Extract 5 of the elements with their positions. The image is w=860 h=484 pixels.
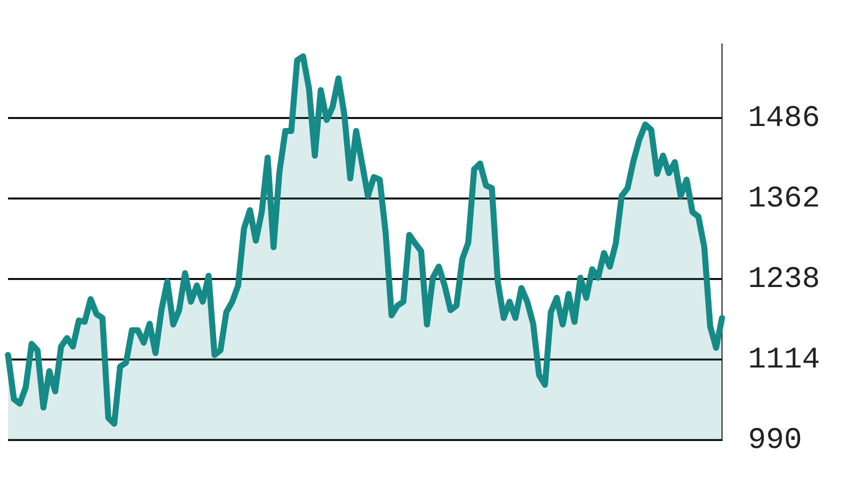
y-tick-label: 1362: [748, 182, 820, 216]
y-tick-label: 1238: [748, 262, 820, 297]
y-tick-label: 990: [748, 424, 802, 458]
y-tick-label: 1114: [748, 343, 820, 378]
y-tick-label: 1486: [748, 102, 820, 136]
